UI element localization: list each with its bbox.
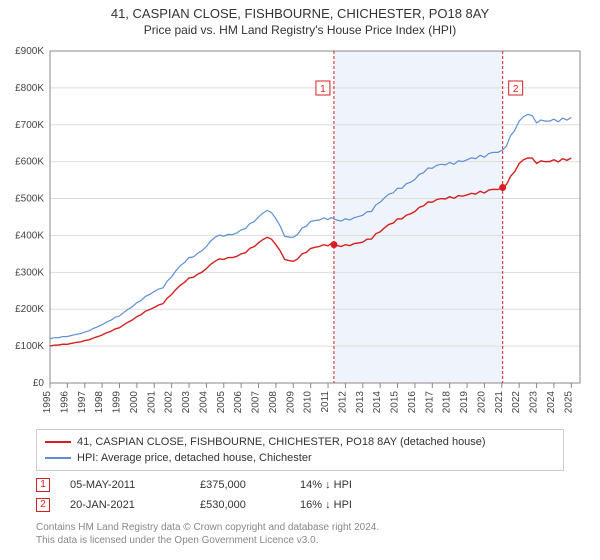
license-footer: Contains HM Land Registry data © Crown c… [36,521,564,547]
svg-text:£300K: £300K [15,267,44,278]
svg-text:£0: £0 [33,378,45,389]
svg-text:2003: 2003 [181,391,192,414]
svg-text:2002: 2002 [164,391,175,414]
svg-text:1999: 1999 [112,391,123,414]
svg-text:1996: 1996 [59,391,70,414]
svg-text:2014: 2014 [372,391,383,414]
svg-text:2015: 2015 [390,391,401,414]
svg-text:2022: 2022 [511,391,522,414]
svg-text:£800K: £800K [15,83,44,94]
legend-row: 41, CASPIAN CLOSE, FISHBOURNE, CHICHESTE… [45,434,555,450]
svg-text:£900K: £900K [15,46,44,57]
sale-diff: 14% ↓ HPI [300,479,400,491]
svg-text:£200K: £200K [15,304,44,315]
sale-row: 2 20-JAN-2021 £530,000 16% ↓ HPI [36,495,564,515]
svg-text:1: 1 [320,84,326,95]
sale-price: £375,000 [200,479,280,491]
legend-swatch [45,457,71,459]
svg-text:2006: 2006 [233,391,244,414]
footer-line: This data is licensed under the Open Gov… [36,534,564,547]
svg-text:1997: 1997 [77,391,88,414]
svg-text:£500K: £500K [15,194,44,205]
svg-text:2019: 2019 [459,391,470,414]
svg-text:2004: 2004 [198,391,209,414]
price-chart: £0 £100K £200K £300K £400K £500K £600K £700K £80… [0,43,600,423]
svg-text:2023: 2023 [529,391,540,414]
page-subtitle: Price paid vs. HM Land Registry's House … [0,21,600,43]
svg-text:£700K: £700K [15,120,44,131]
svg-text:2: 2 [513,84,519,95]
svg-text:£400K: £400K [15,230,44,241]
svg-text:2009: 2009 [285,391,296,414]
svg-text:2008: 2008 [268,391,279,414]
chart-area: £0 £100K £200K £300K £400K £500K £600K £700K £80… [0,43,600,423]
svg-text:2016: 2016 [407,391,418,414]
svg-text:1995: 1995 [42,391,53,414]
sale-price: £530,000 [200,499,280,511]
svg-text:£600K: £600K [15,157,44,168]
legend-swatch [45,441,71,443]
svg-text:2013: 2013 [355,391,366,414]
svg-text:2007: 2007 [251,391,262,414]
svg-text:2024: 2024 [546,391,557,414]
svg-text:2010: 2010 [303,391,314,414]
sale-date: 20-JAN-2021 [70,499,180,511]
footer-line: Contains HM Land Registry data © Crown c… [36,521,564,534]
svg-text:2021: 2021 [494,391,505,414]
legend-label: HPI: Average price, detached house, Chic… [77,452,312,464]
svg-text:2011: 2011 [320,391,331,413]
legend-row: HPI: Average price, detached house, Chic… [45,450,555,466]
svg-text:1998: 1998 [94,391,105,414]
svg-text:2005: 2005 [216,391,227,414]
svg-text:2017: 2017 [424,391,435,414]
svg-text:2018: 2018 [442,391,453,414]
svg-text:£100K: £100K [15,341,44,352]
legend-label: 41, CASPIAN CLOSE, FISHBOURNE, CHICHESTE… [77,436,486,448]
chart-legend: 41, CASPIAN CLOSE, FISHBOURNE, CHICHESTE… [36,429,564,471]
svg-text:2012: 2012 [337,391,348,414]
svg-text:2025: 2025 [563,391,574,414]
svg-text:2001: 2001 [146,391,157,414]
sale-marker-box: 1 [36,478,50,492]
svg-text:2000: 2000 [129,391,140,414]
sale-row: 1 05-MAY-2011 £375,000 14% ↓ HPI [36,475,564,495]
svg-text:2020: 2020 [476,391,487,414]
sale-marker-box: 2 [36,498,50,512]
sales-table: 1 05-MAY-2011 £375,000 14% ↓ HPI 2 20-JAN-202… [36,475,564,515]
sale-date: 05-MAY-2011 [70,479,180,491]
page-title: 41, CASPIAN CLOSE, FISHBOURNE, CHICHESTE… [0,0,600,21]
sale-diff: 16% ↓ HPI [300,499,400,511]
